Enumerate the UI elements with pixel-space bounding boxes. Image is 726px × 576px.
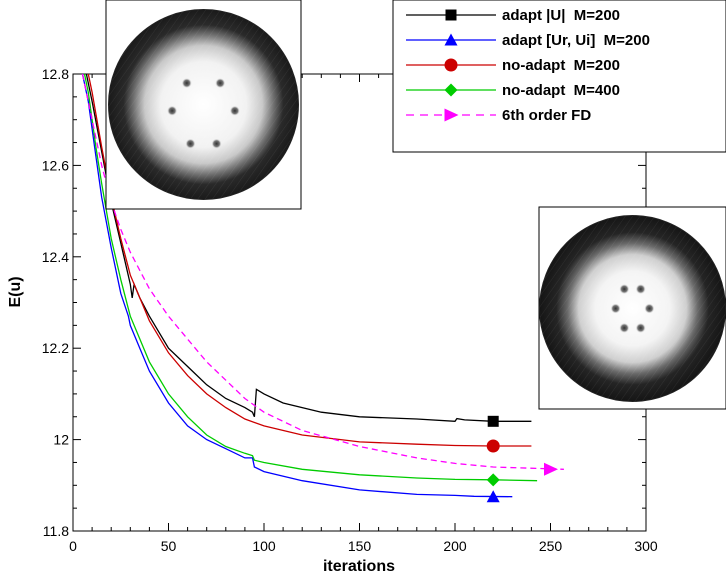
inset-dot — [185, 138, 196, 149]
y-tick-label: 11.8 — [43, 523, 69, 539]
y-tick-label: 12 — [53, 432, 69, 448]
inset-dot — [215, 78, 226, 89]
y-axis-title: E(u) — [7, 276, 24, 307]
legend-label-2: no-adapt M=200 — [502, 57, 620, 74]
legend-label-3: no-adapt M=400 — [502, 82, 620, 99]
x-tick-label: 50 — [161, 538, 177, 554]
series-line-3 — [83, 73, 538, 482]
inset-dot — [619, 322, 630, 333]
y-tick-label: 12.2 — [42, 340, 69, 356]
series-marker-2 — [486, 439, 500, 453]
legend-marker-2 — [444, 58, 458, 72]
series-marker-0 — [487, 415, 499, 427]
legend-marker-3 — [444, 83, 458, 97]
x-tick-label: 300 — [634, 538, 658, 554]
inset-mesh-right — [538, 206, 726, 410]
series-line-4 — [81, 73, 564, 470]
inset-dot — [211, 138, 222, 149]
inset-dot — [635, 322, 646, 333]
marker-layer — [486, 415, 558, 503]
tick-labels: 0 50 100 150 200 250 300 11.8 12 12.2 12.4 12.6 12.8 — [42, 66, 658, 554]
series-marker-4 — [544, 462, 558, 476]
inset-dot — [635, 284, 646, 295]
x-tick-label: 0 — [69, 538, 77, 554]
x-tick-label: 150 — [348, 538, 372, 554]
series-marker-3 — [486, 473, 500, 487]
x-tick-label: 250 — [539, 538, 563, 554]
legend-label-4: 6th order FD — [502, 107, 591, 124]
x-tick-label: 100 — [252, 538, 276, 554]
inset-dot — [619, 284, 630, 295]
legend-marker-1 — [444, 33, 458, 46]
inset-dot — [610, 303, 621, 314]
series-line-1 — [81, 73, 513, 498]
inset-dot — [229, 105, 240, 116]
series-marker-1 — [486, 490, 500, 503]
y-tick-label: 12.4 — [42, 249, 69, 265]
legend-marker-0 — [445, 9, 457, 21]
inset-dot — [167, 105, 178, 116]
inset-dot — [644, 303, 655, 314]
x-tick-label: 200 — [443, 538, 467, 554]
legend-marker-4 — [444, 108, 459, 122]
legend-label-0: adapt |U| M=200 — [502, 7, 620, 24]
inset-dot — [181, 78, 192, 89]
x-axis-title: iterations — [323, 558, 395, 575]
legend-label-1: adapt [Ur, Ui] M=200 — [502, 32, 650, 49]
y-tick-label: 12.6 — [42, 157, 69, 173]
legend: adapt |U| M=200 adapt [Ur, Ui] M=200 no-ad… — [392, 0, 726, 153]
series-line-0 — [85, 73, 532, 422]
inset-mesh-top — [105, 0, 302, 210]
y-tick-label: 12.8 — [42, 66, 69, 82]
